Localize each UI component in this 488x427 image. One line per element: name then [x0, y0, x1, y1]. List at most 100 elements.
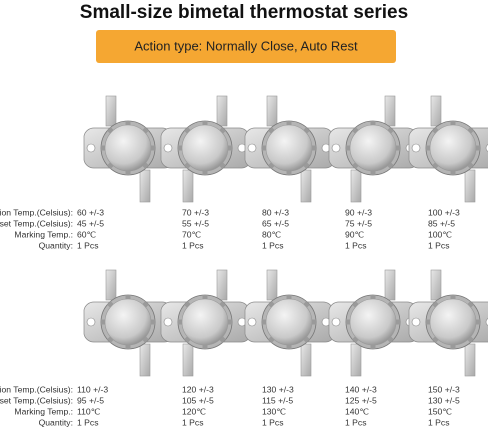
spec-value: 150 +/-3	[428, 384, 460, 394]
spec-value: 65 +/-5	[262, 218, 289, 228]
terminal	[266, 95, 278, 127]
crimp	[396, 319, 400, 325]
thermostat	[408, 269, 488, 377]
crimp	[303, 336, 310, 343]
thermostat	[328, 95, 420, 203]
crimp	[387, 162, 394, 169]
spec-value: 140 +/-3	[345, 384, 377, 394]
hole	[411, 143, 421, 153]
terminal	[464, 169, 476, 203]
spec-value: 105 +/-5	[182, 395, 214, 405]
crimp	[387, 301, 394, 308]
crimp	[262, 145, 266, 151]
disc	[104, 124, 152, 172]
title: Small-size bimetal thermostat series	[80, 2, 408, 23]
crimp	[219, 301, 226, 308]
crimp	[125, 121, 131, 125]
spec-value: 1 Pcs	[262, 240, 284, 250]
crimp	[450, 171, 456, 175]
spec-value: 70 +/-3	[182, 207, 209, 217]
crimp	[303, 162, 310, 169]
crimp	[352, 301, 359, 308]
terminal	[300, 169, 312, 203]
crimp	[303, 301, 310, 308]
hole	[247, 143, 257, 153]
hole	[247, 317, 257, 327]
spec-value: 1 Pcs	[182, 240, 204, 250]
disc	[429, 124, 477, 172]
crimp	[142, 127, 149, 134]
crimp	[450, 295, 456, 299]
spec-label: Reset Temp.(Celsius):	[0, 395, 73, 405]
crimp	[450, 121, 456, 125]
spec-value: 75 +/-5	[345, 218, 372, 228]
spec-value: 1 Pcs	[428, 240, 450, 250]
spec-value: 130℃	[262, 406, 286, 416]
spec-value: 115 +/-5	[262, 395, 293, 405]
disc	[429, 298, 477, 346]
crimp	[202, 295, 208, 299]
crimp	[178, 145, 182, 151]
disc	[349, 124, 397, 172]
spec-value: 100℃	[428, 229, 452, 239]
crimp	[286, 121, 292, 125]
terminal	[139, 343, 151, 377]
spec-value: 130 +/-5	[428, 395, 460, 405]
terminal	[105, 95, 117, 127]
crimp	[476, 145, 480, 151]
terminal	[350, 169, 362, 203]
crimp	[432, 336, 439, 343]
thermostat	[83, 269, 175, 377]
crimp	[151, 145, 155, 151]
spec-value: 60 +/-3	[77, 207, 104, 217]
spec-value: 1 Pcs	[77, 240, 99, 250]
spec-value: 1 Pcs	[77, 417, 99, 427]
hole	[331, 143, 341, 153]
terminal	[216, 269, 228, 301]
terminal	[464, 343, 476, 377]
terminal	[350, 343, 362, 377]
spec-value: 120 +/-3	[182, 384, 214, 394]
terminal	[182, 343, 194, 377]
crimp	[370, 295, 376, 299]
crimp	[426, 319, 430, 325]
crimp	[467, 336, 474, 343]
spec-value: 90 +/-3	[345, 207, 372, 217]
crimp	[262, 319, 266, 325]
crimp	[286, 171, 292, 175]
crimp	[352, 127, 359, 134]
crimp	[107, 301, 114, 308]
terminal	[300, 343, 312, 377]
disc	[265, 298, 313, 346]
thermostat	[83, 95, 175, 203]
crimp	[142, 162, 149, 169]
crimp	[268, 336, 275, 343]
thermostat	[160, 95, 252, 203]
crimp	[125, 295, 131, 299]
crimp	[432, 127, 439, 134]
spec-value: 100 +/-3	[428, 207, 460, 217]
spec-value: 55 +/-5	[182, 218, 209, 228]
thermostat	[160, 269, 252, 377]
crimp	[387, 127, 394, 134]
crimp	[432, 162, 439, 169]
spec-value: 110 +/-3	[77, 384, 108, 394]
hole	[86, 317, 96, 327]
crimp	[352, 336, 359, 343]
hole	[86, 143, 96, 153]
crimp	[432, 301, 439, 308]
thermostat	[244, 269, 336, 377]
crimp	[125, 171, 131, 175]
thermostat	[328, 269, 420, 377]
crimp	[228, 145, 232, 151]
crimp	[107, 336, 114, 343]
spec-value: 80 +/-3	[262, 207, 289, 217]
spec-value: 140℃	[345, 406, 369, 416]
spec-value: 80℃	[262, 229, 282, 239]
thermostat	[244, 95, 336, 203]
spec-value: 1 Pcs	[262, 417, 284, 427]
crimp	[107, 162, 114, 169]
spec-value: 125 +/-5	[345, 395, 377, 405]
crimp	[286, 295, 292, 299]
